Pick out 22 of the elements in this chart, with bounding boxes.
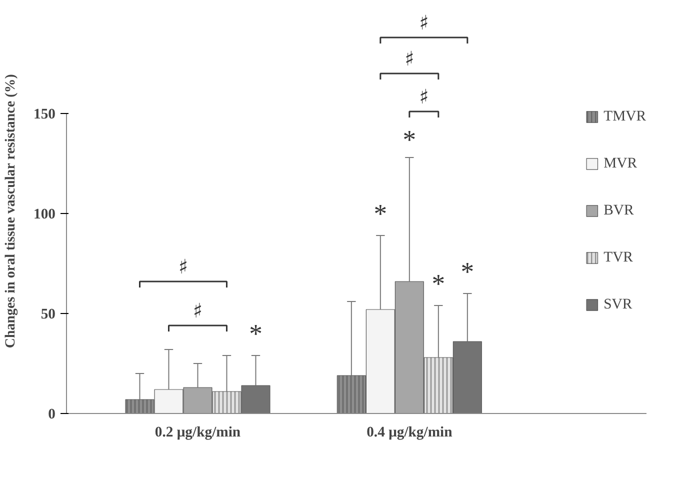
annotation: * [249,318,262,348]
legend-label: MVR [604,155,638,172]
legend-label: SVR [604,296,632,313]
annotation: * [432,268,446,298]
x-tick-label: 0.2 μg/kg/min [154,424,241,440]
y-tick-label: 150 [34,106,56,122]
y-tick-label: 50 [40,306,56,322]
y-tick-label: 100 [34,206,56,222]
x-tick-label: 0.4 μg/kg/min [366,424,452,440]
annotation: * [460,256,474,286]
legend-label: TMVR [604,108,646,125]
annotation: * [374,198,388,228]
text: ♯ [419,84,429,108]
y-tick-label: 0 [48,406,56,422]
text: ♯ [404,46,414,70]
y-axis-title: Changes in oral tissue vascular resistance (%) [4,74,19,348]
legend-label: TVR [604,249,633,266]
annotation: ♯ [178,254,188,278]
annotation: * [402,124,416,154]
text: ♯ [419,10,429,34]
legend-label: BVR [604,202,634,219]
annotation: ♯ [192,298,203,322]
